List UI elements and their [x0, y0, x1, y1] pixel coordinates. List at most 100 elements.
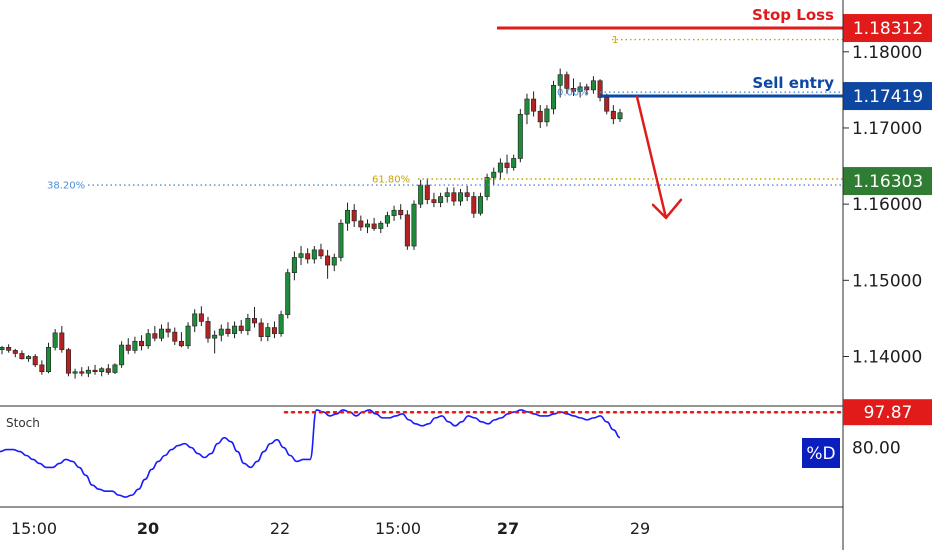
candle-body-down — [371, 223, 377, 229]
candle — [391, 205, 397, 221]
price-label-box — [843, 82, 932, 111]
candle-body-down — [464, 192, 470, 197]
candle — [278, 310, 284, 337]
candle-body-down — [610, 110, 616, 120]
stoch-title: Stoch — [6, 416, 40, 430]
candle — [291, 251, 297, 281]
candle-body-down — [125, 344, 131, 351]
candle — [351, 204, 357, 227]
stoch-line-legend-box — [802, 438, 840, 468]
candle-body-down — [404, 214, 410, 247]
candle — [458, 188, 464, 206]
candle — [338, 219, 344, 262]
candle-body-down — [258, 322, 264, 337]
candle-body-up — [245, 318, 251, 331]
candle — [285, 268, 291, 319]
candle — [504, 154, 510, 174]
candle-body-up — [458, 192, 464, 202]
candle-body-up — [212, 334, 218, 339]
candle-body-down — [504, 162, 510, 168]
candle-body-up — [331, 257, 337, 266]
time-tick-label: 15:00 — [11, 519, 57, 538]
candle — [318, 243, 324, 259]
candle — [139, 335, 145, 351]
candle-body-up — [185, 325, 191, 347]
candle — [271, 321, 277, 339]
candle — [85, 366, 91, 378]
candle-body-up — [384, 215, 390, 224]
price-label-text: 1.16303 — [853, 172, 923, 192]
candle — [0, 345, 5, 355]
trade-level-name: Stop Loss — [752, 6, 834, 24]
candle-body-down — [537, 110, 543, 123]
candle-body-down — [351, 209, 357, 222]
price-tick-label: 1.15000 — [852, 271, 922, 291]
candle-body-down — [165, 328, 171, 333]
candle-body-up — [477, 196, 483, 214]
candle — [218, 324, 224, 342]
candle — [225, 322, 231, 337]
candle-body-up — [418, 184, 424, 205]
candle — [431, 192, 437, 208]
candle — [471, 191, 477, 218]
candle-body-down — [65, 349, 71, 374]
candle-body-up — [517, 113, 523, 159]
forecast-arrow-head — [651, 198, 683, 220]
candle-body-up — [491, 171, 497, 178]
candle-body-up — [438, 196, 444, 203]
candle — [72, 368, 78, 379]
candle-body-up — [218, 328, 224, 336]
candle — [464, 185, 470, 202]
candle — [245, 313, 251, 336]
candle-body-up — [291, 257, 297, 273]
candle — [252, 306, 258, 328]
candle-body-up — [285, 272, 291, 315]
candle-body-down — [584, 86, 590, 91]
candle — [537, 105, 543, 128]
stoch-value-text: 97.87 — [864, 403, 913, 423]
candle-body-up — [551, 85, 557, 110]
candle — [172, 327, 178, 346]
candle-body-up — [511, 158, 517, 168]
candle — [65, 348, 71, 377]
candle-body-up — [52, 332, 58, 348]
candle — [158, 324, 164, 342]
candle-body-up — [391, 209, 397, 216]
candle — [617, 108, 623, 122]
candle-body-down — [39, 364, 45, 373]
candle — [345, 202, 351, 231]
candle — [99, 367, 105, 377]
candle — [451, 187, 457, 206]
trade-levels: Stop Loss 1.18312 Sell entry 1.17419 1.16303 — [497, 6, 932, 196]
candle-body-down — [564, 74, 570, 89]
candle-body-down — [172, 331, 178, 342]
candle — [531, 91, 537, 117]
candle — [258, 318, 264, 342]
candle — [145, 329, 151, 349]
candle — [6, 344, 12, 353]
candle — [331, 253, 337, 272]
candle — [232, 321, 238, 339]
candle-body-down — [205, 321, 211, 339]
candle — [564, 71, 570, 94]
candle-body-down — [238, 325, 244, 331]
candle — [198, 306, 204, 327]
candle-body-down — [604, 97, 610, 112]
fib-level-label: 61.80% — [372, 175, 410, 186]
price-tick-label: 1.16000 — [852, 195, 922, 215]
candle-body-up — [524, 98, 530, 115]
candle-body-up — [265, 327, 271, 337]
forecast-arrow — [635, 95, 683, 220]
candle — [125, 338, 131, 355]
candle-body-down — [305, 253, 311, 260]
price-tick-label: 1.14000 — [852, 347, 922, 367]
candle-body-down — [451, 192, 457, 202]
candle — [610, 105, 616, 125]
candle-body-up — [590, 80, 596, 91]
candle-body-up — [617, 112, 623, 120]
candle — [438, 192, 444, 208]
candle-body-up — [298, 253, 304, 258]
candle-body-down — [59, 332, 65, 350]
candle-body-down — [471, 196, 477, 214]
candle-body-down — [318, 249, 324, 257]
